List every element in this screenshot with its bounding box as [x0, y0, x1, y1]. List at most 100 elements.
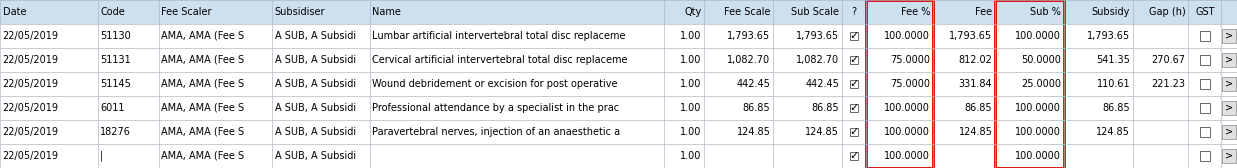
Bar: [995, 24, 1064, 48]
Bar: [773, 96, 841, 120]
Text: 100.0000: 100.0000: [884, 31, 930, 41]
Text: GST: GST: [1195, 7, 1215, 17]
Bar: [1222, 77, 1236, 91]
Bar: [1200, 127, 1210, 137]
Bar: [841, 120, 866, 144]
Text: A SUB, A Subsidi: A SUB, A Subsidi: [275, 79, 356, 89]
Bar: [98, 72, 158, 96]
Text: 124.85: 124.85: [959, 127, 992, 137]
Bar: [664, 96, 704, 120]
Bar: [995, 0, 1064, 24]
Bar: [1221, 120, 1237, 144]
Bar: [704, 72, 773, 96]
Text: 51145: 51145: [100, 79, 131, 89]
Text: Wound debridement or excision for post operative: Wound debridement or excision for post o…: [372, 79, 617, 89]
Text: 6011: 6011: [100, 103, 125, 113]
Bar: [370, 120, 664, 144]
Bar: [1222, 149, 1236, 163]
Bar: [995, 72, 1064, 96]
Bar: [866, 0, 933, 24]
Text: 100.0000: 100.0000: [884, 103, 930, 113]
Bar: [0, 96, 98, 120]
Bar: [0, 120, 98, 144]
Text: 18276: 18276: [100, 127, 131, 137]
Bar: [704, 120, 773, 144]
Bar: [1064, 120, 1133, 144]
Bar: [704, 48, 773, 72]
Bar: [1189, 120, 1221, 144]
Bar: [1200, 31, 1210, 41]
Bar: [841, 0, 866, 24]
Bar: [1221, 48, 1237, 72]
Text: |: |: [100, 151, 104, 161]
Text: ✓: ✓: [850, 127, 858, 137]
Bar: [933, 144, 995, 168]
Bar: [1189, 24, 1221, 48]
Text: 442.45: 442.45: [736, 79, 771, 89]
Bar: [1222, 29, 1236, 43]
Bar: [850, 56, 858, 64]
Text: Fee %: Fee %: [901, 7, 930, 17]
Bar: [1133, 120, 1189, 144]
Text: 100.0000: 100.0000: [884, 127, 930, 137]
Text: Date: Date: [2, 7, 26, 17]
Text: Qty: Qty: [684, 7, 701, 17]
Text: ✓: ✓: [850, 55, 858, 65]
Text: 541.35: 541.35: [1096, 55, 1131, 65]
Bar: [0, 144, 98, 168]
Bar: [1189, 48, 1221, 72]
Text: ✓: ✓: [850, 79, 858, 89]
Text: Sub Scale: Sub Scale: [792, 7, 839, 17]
Bar: [272, 24, 370, 48]
Bar: [866, 96, 933, 120]
Text: 75.0000: 75.0000: [891, 55, 930, 65]
Bar: [995, 96, 1064, 120]
Bar: [866, 120, 933, 144]
Bar: [158, 144, 272, 168]
Bar: [98, 48, 158, 72]
Bar: [370, 0, 664, 24]
Bar: [1200, 55, 1210, 65]
Bar: [773, 24, 841, 48]
Text: 22/05/2019: 22/05/2019: [2, 127, 58, 137]
Text: 86.85: 86.85: [1102, 103, 1131, 113]
Text: 100.0000: 100.0000: [884, 151, 930, 161]
Bar: [1064, 24, 1133, 48]
Bar: [1064, 48, 1133, 72]
Bar: [158, 48, 272, 72]
Text: A SUB, A Subsidi: A SUB, A Subsidi: [275, 103, 356, 113]
Text: AMA, AMA (Fee S: AMA, AMA (Fee S: [161, 103, 245, 113]
Bar: [272, 0, 370, 24]
Bar: [1064, 96, 1133, 120]
Bar: [1200, 103, 1210, 113]
Bar: [933, 96, 995, 120]
Bar: [664, 0, 704, 24]
Bar: [1133, 24, 1189, 48]
Text: Name: Name: [372, 7, 401, 17]
Text: 1.00: 1.00: [680, 127, 701, 137]
Text: 442.45: 442.45: [805, 79, 839, 89]
Bar: [933, 48, 995, 72]
Text: AMA, AMA (Fee S: AMA, AMA (Fee S: [161, 151, 245, 161]
Text: 124.85: 124.85: [1096, 127, 1131, 137]
Bar: [1133, 144, 1189, 168]
Bar: [664, 48, 704, 72]
Bar: [272, 96, 370, 120]
Text: 110.61: 110.61: [1096, 79, 1131, 89]
Text: >: >: [1225, 79, 1233, 89]
Bar: [1222, 125, 1236, 139]
Bar: [773, 120, 841, 144]
Bar: [664, 120, 704, 144]
Text: 100.0000: 100.0000: [1016, 103, 1061, 113]
Bar: [850, 32, 858, 40]
Bar: [370, 144, 664, 168]
Text: AMA, AMA (Fee S: AMA, AMA (Fee S: [161, 31, 245, 41]
Text: ?: ?: [851, 7, 856, 17]
Bar: [773, 48, 841, 72]
Text: 1.00: 1.00: [680, 79, 701, 89]
Bar: [0, 48, 98, 72]
Text: Lumbar artificial intervertebral total disc replaceme: Lumbar artificial intervertebral total d…: [372, 31, 626, 41]
Bar: [841, 144, 866, 168]
Text: Sub %: Sub %: [1030, 7, 1061, 17]
Text: 1.00: 1.00: [680, 55, 701, 65]
